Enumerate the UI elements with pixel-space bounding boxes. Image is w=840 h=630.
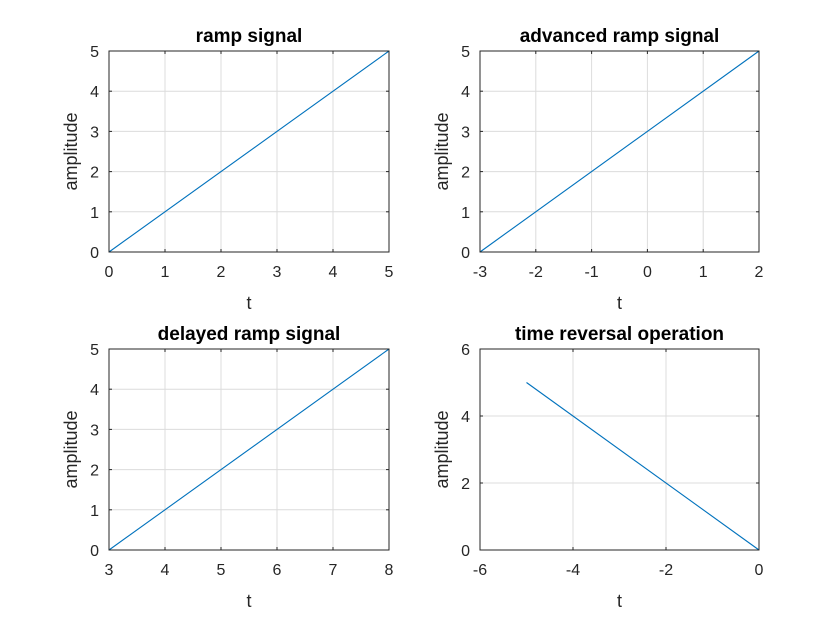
y-tick-label: 5 [90, 44, 99, 61]
y-tick-label: 3 [90, 124, 99, 141]
subplot-2: -3 -2 -1 0 1 2 0 1 2 3 4 5 advanced ramp signal t ampl… [432, 26, 764, 313]
y-tick-label: 6 [461, 342, 470, 359]
x-tick-label: -2 [659, 562, 673, 579]
y-axis-label: amplitude [61, 410, 81, 488]
y-axis-label: amplitude [432, 410, 452, 488]
subplot-4: -6 -4 -2 0 0 2 4 6 time reversal operation t ampli… [432, 324, 764, 611]
y-tick-label: 2 [90, 463, 99, 480]
x-axis-label: t [246, 293, 251, 313]
x-tick-label: 5 [217, 562, 226, 579]
x-tick-label: -3 [473, 264, 487, 281]
x-tick-label: 8 [385, 562, 394, 579]
axes-box [479, 348, 760, 551]
y-tick-label: 2 [90, 165, 99, 182]
y-tick-label: 0 [461, 245, 470, 262]
x-tick-label: -2 [529, 264, 543, 281]
series-line [108, 348, 390, 551]
y-tick-label: 2 [461, 476, 470, 493]
x-axis-label: t [246, 591, 251, 611]
subplot-3: 3 4 5 6 7 8 0 1 2 3 4 5 delayed ramp signal t amplitud… [61, 324, 394, 611]
x-axis-label: t [617, 293, 622, 313]
chart-title: delayed ramp signal [158, 324, 341, 345]
chart-title: time reversal operation [515, 324, 724, 345]
y-axis-label: amplitude [61, 112, 81, 190]
chart-title: advanced ramp signal [520, 26, 720, 47]
y-tick-label: 0 [90, 543, 99, 560]
y-tick-label: 1 [90, 205, 99, 222]
y-tick-label: 1 [461, 205, 470, 222]
y-tick-label: 0 [90, 245, 99, 262]
chart-title: ramp signal [196, 26, 303, 47]
y-tick-label: 0 [461, 543, 470, 560]
y-tick-label: 4 [461, 409, 470, 426]
axes-box [108, 50, 390, 253]
x-tick-label: 0 [105, 264, 114, 281]
x-tick-label: 0 [755, 562, 764, 579]
subplot-1: 0 1 2 3 4 5 0 1 2 3 4 5 ramp signal t amplitude [61, 26, 394, 313]
x-tick-label: 7 [329, 562, 338, 579]
x-tick-label: 4 [161, 562, 170, 579]
x-tick-label: 4 [329, 264, 338, 281]
x-tick-label: -1 [584, 264, 598, 281]
y-tick-label: 5 [461, 44, 470, 61]
x-tick-label: 2 [217, 264, 226, 281]
x-tick-label: 2 [755, 264, 764, 281]
y-tick-label: 3 [461, 124, 470, 141]
y-tick-label: 5 [90, 342, 99, 359]
series-line [479, 50, 760, 253]
x-axis-label: t [617, 591, 622, 611]
axes-box [479, 50, 760, 253]
series-line [526, 382, 760, 551]
y-tick-label: 3 [90, 422, 99, 439]
x-tick-label: -6 [473, 562, 487, 579]
axes-box [108, 348, 390, 551]
x-tick-label: 1 [161, 264, 170, 281]
y-tick-label: 1 [90, 503, 99, 520]
x-tick-label: 6 [273, 562, 282, 579]
x-tick-label: 5 [385, 264, 394, 281]
y-tick-label: 4 [461, 84, 470, 101]
x-tick-label: 0 [643, 264, 652, 281]
x-tick-label: 3 [105, 562, 114, 579]
y-tick-label: 2 [461, 165, 470, 182]
x-tick-label: 3 [273, 264, 282, 281]
x-tick-label: 1 [699, 264, 708, 281]
y-axis-label: amplitude [432, 112, 452, 190]
y-tick-label: 4 [90, 382, 99, 399]
series-line [108, 50, 390, 253]
y-tick-label: 4 [90, 84, 99, 101]
x-tick-label: -4 [566, 562, 580, 579]
